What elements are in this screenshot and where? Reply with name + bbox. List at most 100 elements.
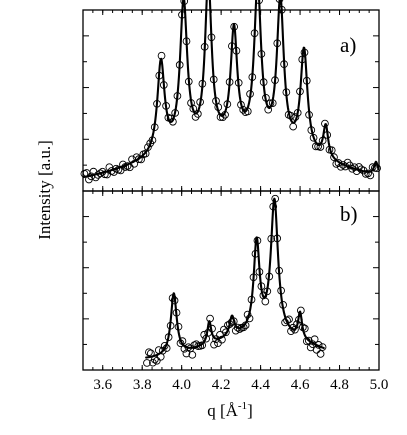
panel-a-point-105: [318, 136, 327, 145]
panel-b-point-13: [168, 294, 177, 302]
panel-b-point-84: [308, 340, 317, 349]
panel-b-point-87: [314, 341, 323, 349]
panel-b-point-68: [277, 286, 285, 295]
panel-b-point-55: [251, 249, 260, 258]
panel-a-point-129: [373, 164, 381, 173]
panel-a-point-43: [178, 10, 186, 19]
panel-b-point-15: [172, 308, 181, 317]
panel-a-point-52: [198, 79, 207, 88]
panel-a-point-32: [153, 99, 161, 108]
panel-a-point-63: [223, 100, 232, 109]
panel-b-point-28: [198, 341, 207, 350]
panel-a-point-92: [289, 122, 298, 131]
panel-b-point-17: [176, 339, 185, 348]
panel-a-point-45: [182, 37, 191, 46]
panel-b-point-57: [255, 268, 264, 276]
panel-b-point-40: [222, 328, 230, 337]
panel-a-point-65: [228, 42, 236, 50]
x-axis-label-sup: -1: [238, 400, 247, 412]
panel-b-point-52: [245, 314, 254, 323]
panel-a-point-9: [100, 170, 109, 179]
panel-b-point-71: [283, 316, 291, 325]
panel-b-frame: [82, 190, 380, 371]
x-tick-label-1: 3.8: [133, 377, 152, 393]
panel-a-point-28: [144, 143, 152, 152]
panel-a-point-33: [155, 71, 164, 80]
panel-a-point-50: [194, 110, 202, 118]
panel-a-point-44: [180, 0, 189, 6]
panel-b-point-50: [241, 321, 250, 330]
panel-a-point-109: [327, 146, 336, 155]
panel-a-point-22: [130, 159, 139, 168]
panel-a-point-60: [216, 113, 225, 121]
panel-a-point-82: [266, 99, 275, 108]
panel-b-point-85: [310, 335, 319, 344]
panel-a-point-23: [132, 153, 141, 162]
panel-b-point-2: [147, 349, 155, 358]
panel-a-point-72: [243, 107, 252, 116]
x-tick-label-4: 4.4: [251, 377, 270, 393]
x-tick-label-2: 4.0: [172, 377, 191, 393]
panel-a-point-40: [171, 109, 180, 117]
panel-a-point-41: [173, 92, 182, 100]
panel-b-point-46: [233, 323, 242, 332]
x-axis-label-end: ]: [247, 401, 253, 420]
panel-b-point-33: [208, 324, 216, 333]
panel-a-point-101: [309, 133, 318, 142]
panel-b-point-19: [180, 344, 189, 353]
panel-a-point-84: [271, 76, 279, 85]
panel-a-point-102: [312, 142, 320, 151]
panel-a-label: a): [340, 33, 356, 57]
panel-b-point-9: [160, 341, 169, 350]
panel-a-point-85: [273, 39, 282, 48]
y-axis-label: Intensity [a.u.]: [35, 140, 54, 240]
panel-a-point-99: [305, 110, 313, 119]
panel-a-point-78: [257, 50, 266, 58]
panel-b-point-14: [170, 296, 179, 305]
panel-b-point-29: [200, 330, 209, 339]
panel-b-ticks: [83, 191, 380, 370]
panel-b-point-38: [218, 335, 226, 344]
panel-b-point-65: [271, 194, 280, 203]
panel-b-point-54: [249, 273, 258, 282]
panel-b-point-36: [214, 339, 222, 348]
panel-b-point-34: [210, 340, 218, 349]
panel-b-data-points: [143, 194, 327, 367]
panel-a-point-51: [196, 98, 204, 106]
panel-a-point-88: [280, 60, 288, 68]
panel-a-point-80: [262, 93, 270, 102]
panel-a-point-93: [291, 113, 300, 121]
panel-a-point-34: [157, 51, 166, 60]
panel-b-point-51: [243, 310, 252, 319]
panel-b-point-78: [297, 306, 305, 315]
panel-a-point-59: [214, 103, 223, 111]
panel-a-point-89: [282, 88, 291, 97]
panel-a-point-25: [137, 155, 145, 164]
panel-b-point-35: [212, 335, 220, 343]
panel-a-point-79: [259, 78, 268, 87]
panel-b-point-25: [192, 340, 201, 349]
panel-a: a): [80, 0, 381, 192]
panel-b-point-64: [269, 202, 278, 211]
panel-b-point-49: [239, 323, 248, 332]
panel-b-point-58: [257, 282, 266, 291]
panel-a-point-56: [207, 33, 216, 42]
panel-b-point-76: [293, 320, 301, 329]
panel-a-point-62: [221, 110, 229, 119]
panel-b-point-53: [247, 295, 256, 304]
panel-a-point-20: [125, 163, 134, 172]
panel-b-point-11: [164, 333, 173, 342]
panel-a-point-107: [323, 131, 332, 139]
panel-b-point-1: [145, 348, 153, 357]
panel-a-point-125: [364, 169, 372, 178]
panel-b-point-0: [143, 359, 151, 367]
panel-b-point-62: [265, 272, 274, 281]
panel-a-point-113: [336, 162, 345, 171]
x-axis-label: q [Å-1]: [207, 400, 253, 420]
panel-b-point-10: [162, 344, 171, 352]
panel-a-fit-line: [82, 0, 380, 179]
panel-a-point-106: [321, 119, 329, 128]
panel-a-point-70: [239, 105, 248, 114]
panel-a-point-94: [293, 108, 302, 117]
